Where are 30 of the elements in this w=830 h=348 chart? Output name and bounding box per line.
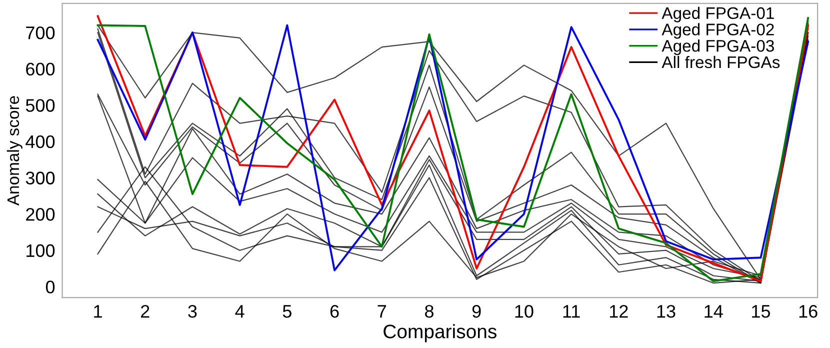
legend-label: Aged FPGA-01 [662, 6, 774, 22]
x-tick-label: 6 [330, 304, 339, 318]
y-tick-label: 600 [26, 62, 55, 76]
x-tick-label: 3 [188, 304, 197, 318]
x-tick-label: 11 [563, 305, 580, 318]
x-tick-label: 7 [378, 305, 386, 318]
x-tick-label: 14 [704, 305, 723, 318]
x-tick-label: 15 [752, 305, 770, 318]
y-axis-title: Anomaly score [6, 96, 22, 206]
y-tick-label: 500 [26, 99, 55, 112]
y-tick-label: 700 [26, 26, 55, 40]
x-tick-label: 1 [94, 305, 102, 318]
x-tick-label: 12 [610, 304, 628, 318]
x-tick-label: 8 [425, 304, 434, 318]
y-tick-label: 300 [26, 172, 55, 184]
legend-label: Aged FPGA-02 [662, 23, 774, 39]
x-tick-label: 10 [515, 304, 534, 318]
x-tick-label: 16 [799, 304, 818, 318]
y-tick-label: 400 [26, 135, 55, 148]
y-tick-label: 0 [46, 280, 55, 294]
y-tick-label: 200 [26, 208, 55, 221]
legend-label: Aged FPGA-03 [662, 40, 774, 56]
x-axis-title: Comparisons [384, 324, 496, 342]
x-tick-label: 5 [282, 305, 292, 318]
legend-label: All fresh FPGAs [662, 56, 780, 68]
x-tick-label: 13 [657, 304, 676, 318]
y-tick-label: 100 [26, 244, 55, 258]
x-tick-label: 2 [141, 304, 150, 318]
x-tick-label: 4 [235, 305, 244, 318]
x-tick-label: 9 [472, 304, 481, 318]
